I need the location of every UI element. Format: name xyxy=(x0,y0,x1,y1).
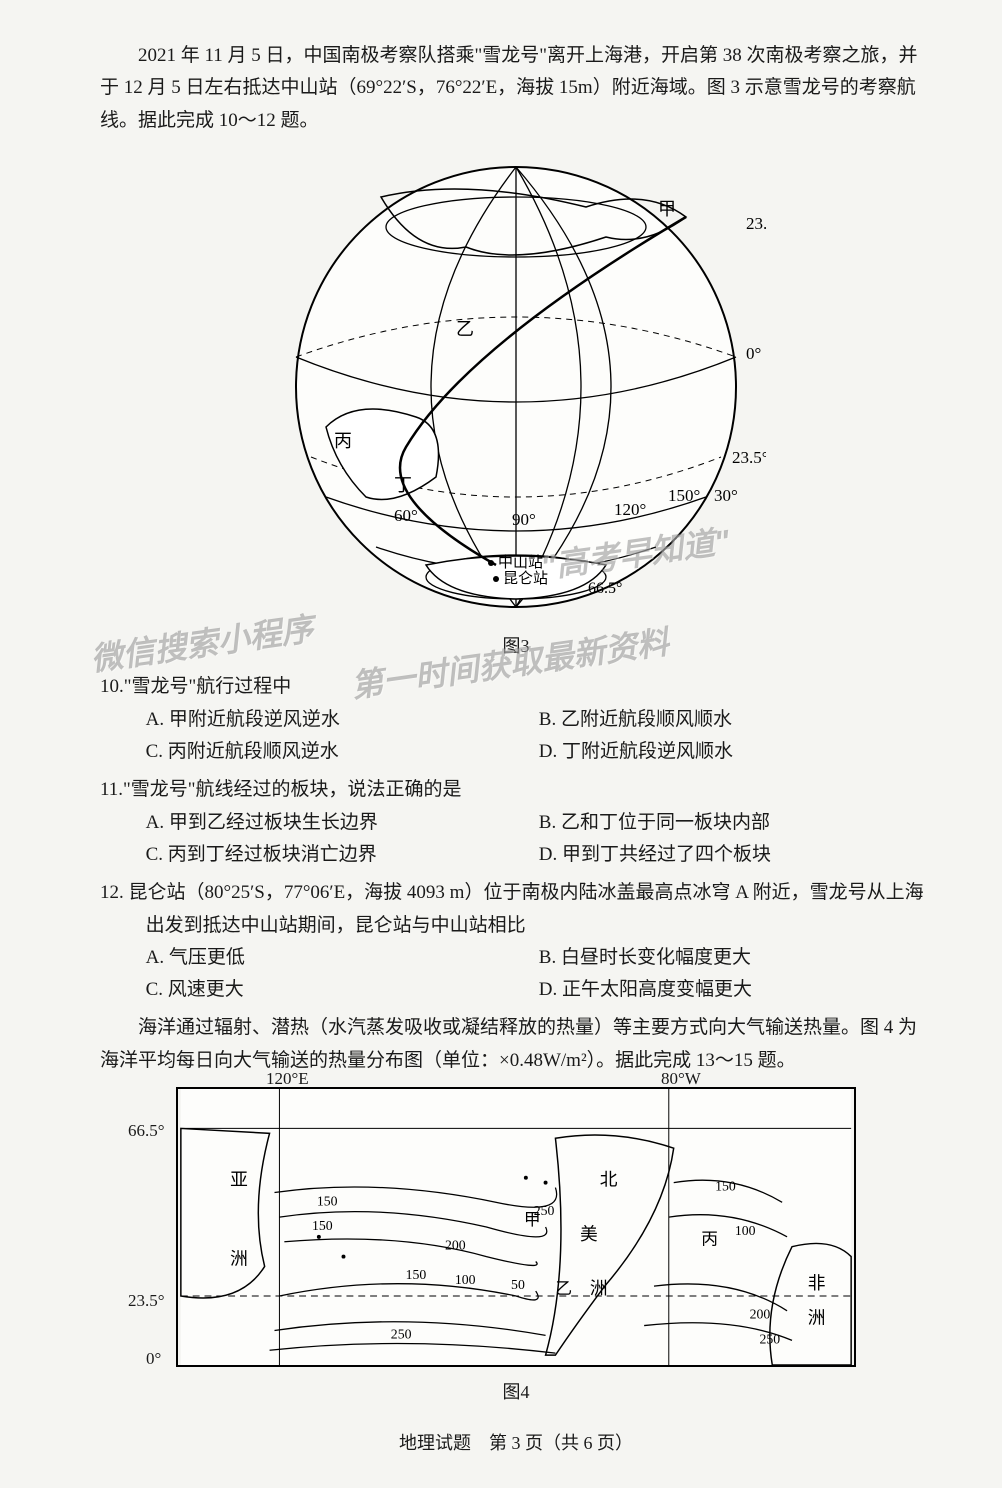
q11-opt-c: C. 丙到丁经过板块消亡边界 xyxy=(146,839,539,871)
q12-opt-b: B. 白昼时长变化幅度更大 xyxy=(539,942,932,974)
q10-opt-b: B. 乙附近航段顺风顺水 xyxy=(539,704,932,736)
svg-text:150: 150 xyxy=(715,1179,736,1194)
intro-paragraph-2: 海洋通过辐射、潜热（水汽蒸发吸收或凝结释放的热量）等主要方式向大气输送热量。图 … xyxy=(100,1012,932,1077)
q12-opt-c: C. 风速更大 xyxy=(146,974,539,1006)
svg-text:200: 200 xyxy=(750,1307,771,1322)
q11-stem: 11."雪龙号"航线经过的板块，说法正确的是 xyxy=(100,774,932,806)
figure4-caption: 图4 xyxy=(100,1377,932,1408)
svg-text:250: 250 xyxy=(391,1326,412,1341)
q11-opt-d: D. 甲到丁共经过了四个板块 xyxy=(539,839,932,871)
svg-text:150°: 150° xyxy=(668,486,700,505)
map-lat-0: 0° xyxy=(146,1345,161,1374)
question-11: 11."雪龙号"航线经过的板块，说法正确的是 A. 甲到乙经过板块生长边界 B.… xyxy=(100,774,932,871)
svg-text:100: 100 xyxy=(735,1223,756,1238)
svg-text:100: 100 xyxy=(455,1272,476,1287)
q12-opt-d: D. 正午太阳高度变幅更大 xyxy=(539,974,932,1006)
svg-text:0°: 0° xyxy=(746,344,761,363)
svg-text:洲: 洲 xyxy=(808,1308,826,1328)
figure3-caption: 图3 xyxy=(100,631,932,662)
svg-text:洲: 洲 xyxy=(230,1249,248,1269)
figure-4-wrap: 120°E 80°W 66.5° 23.5° 0° xyxy=(100,1087,932,1408)
svg-text:洲: 洲 xyxy=(590,1278,608,1298)
q10-opt-c: C. 丙附近航段顺风逆水 xyxy=(146,736,539,768)
page-footer: 地理试题 第 3 页（共 6 页） xyxy=(100,1428,932,1459)
q12-stem: 12. 昆仑站（80°25′S，77°06′E，海拔 4093 m）位于南极内陆… xyxy=(100,877,932,909)
svg-text:美: 美 xyxy=(580,1224,598,1244)
q10-stem: 10."雪龙号"航行过程中 xyxy=(100,671,932,703)
map-lon-120e: 120°E xyxy=(266,1065,309,1094)
question-12: 12. 昆仑站（80°25′S，77°06′E，海拔 4093 m）位于南极内陆… xyxy=(100,877,932,1006)
svg-text:昆仑站: 昆仑站 xyxy=(503,570,548,587)
svg-text:250: 250 xyxy=(759,1331,780,1346)
svg-text:非: 非 xyxy=(808,1273,826,1293)
svg-text:120°: 120° xyxy=(614,500,646,519)
svg-text:250: 250 xyxy=(534,1203,555,1218)
svg-text:50: 50 xyxy=(511,1277,525,1292)
svg-text:150: 150 xyxy=(317,1193,338,1208)
svg-text:中山站: 中山站 xyxy=(498,554,543,571)
q12-opt-a: A. 气压更低 xyxy=(146,942,539,974)
svg-text:丙: 丙 xyxy=(334,431,352,451)
intro-paragraph: 2021 年 11 月 5 日，中国南极考察队搭乘"雪龙号"离开上海港，开启第 … xyxy=(100,40,932,137)
map-lat-665: 66.5° xyxy=(128,1117,165,1146)
svg-text:150: 150 xyxy=(312,1218,333,1233)
q12-stem-cont: 出发到抵达中山站期间，昆仑站与中山站相比 xyxy=(100,910,932,942)
svg-text:亚: 亚 xyxy=(230,1170,248,1190)
svg-text:66.5°: 66.5° xyxy=(588,580,622,597)
svg-text:90°: 90° xyxy=(512,510,536,529)
figure-3-wrap: 23.5° 0° 23.5° 30° 66.5° 60° 90° 120° 15… xyxy=(100,147,932,662)
map-lon-80w: 80°W xyxy=(661,1065,701,1094)
heat-map-figure: 亚 洲 北 美 洲 非 洲 甲 乙 丙 150 150 200 250 150 … xyxy=(176,1087,856,1367)
svg-text:丁: 丁 xyxy=(394,475,412,495)
q11-opt-b: B. 乙和丁位于同一板块内部 xyxy=(539,807,932,839)
q10-opt-d: D. 丁附近航段逆风顺水 xyxy=(539,736,932,768)
globe-figure: 23.5° 0° 23.5° 30° 66.5° 60° 90° 120° 15… xyxy=(266,147,766,627)
svg-text:乙: 乙 xyxy=(456,319,474,339)
svg-text:200: 200 xyxy=(445,1238,466,1253)
q10-opt-a: A. 甲附近航段逆风逆水 xyxy=(146,704,539,736)
svg-text:乙: 乙 xyxy=(555,1279,572,1298)
question-10: 10."雪龙号"航行过程中 A. 甲附近航段逆风逆水 B. 乙附近航段顺风顺水 … xyxy=(100,671,932,768)
svg-text:北: 北 xyxy=(600,1170,618,1190)
q11-opt-a: A. 甲到乙经过板块生长边界 xyxy=(146,807,539,839)
svg-text:23.5°: 23.5° xyxy=(732,448,766,467)
svg-text:甲: 甲 xyxy=(658,199,676,219)
svg-text:30°: 30° xyxy=(714,486,738,505)
svg-text:60°: 60° xyxy=(394,506,418,525)
map-lat-235: 23.5° xyxy=(128,1287,165,1316)
svg-text:丙: 丙 xyxy=(701,1230,718,1249)
svg-text:23.5°: 23.5° xyxy=(746,214,766,233)
svg-text:150: 150 xyxy=(406,1267,427,1282)
